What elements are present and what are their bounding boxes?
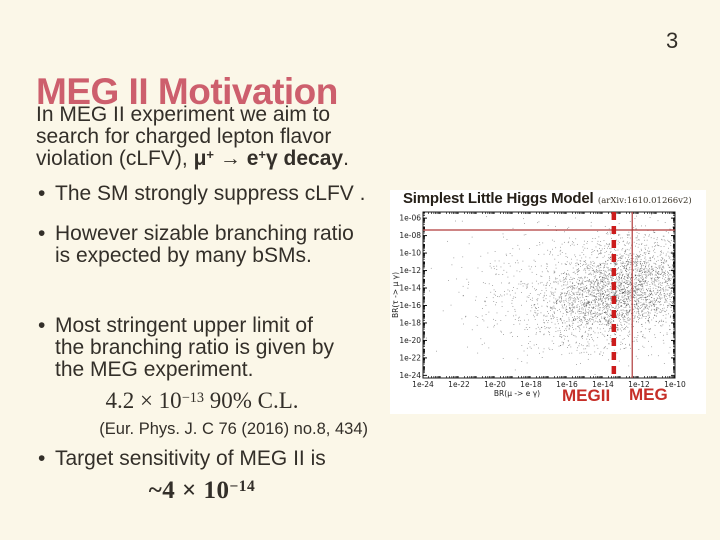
text-line: the MEG experiment. bbox=[55, 358, 254, 381]
bullet-glyph: • bbox=[38, 222, 46, 245]
bullet-item: • However sizable branching ratio is expec… bbox=[36, 223, 368, 267]
text-line: • Target sensitivity of MEG II is bbox=[38, 447, 326, 470]
slide-title: MEG II Motivation bbox=[36, 70, 338, 112]
higgs-model-figure: Simplest Little Higgs Model (arXiv:1610.… bbox=[390, 190, 706, 414]
text-line: • The SM strongly suppress cLFV . bbox=[38, 182, 366, 205]
figure-arxiv-reference: (arXiv:1610.01266v2) bbox=[597, 196, 692, 206]
figure-title-main: Simplest Little Higgs Model bbox=[403, 190, 594, 207]
paragraph: (Eur. Phys. J. C 76 (2016) no.8, 434) bbox=[36, 420, 368, 439]
paragraph: 4.2 × 10−13 90% C.L. bbox=[36, 387, 368, 413]
text-line: search for charged lepton flavor bbox=[36, 125, 332, 148]
text-line: is expected by many bSMs. bbox=[55, 244, 312, 267]
megii-limit-label: MEGII bbox=[562, 386, 611, 405]
paragraph: ~4 × 10−14 bbox=[36, 476, 368, 504]
page-number: 3 bbox=[666, 28, 679, 53]
meg-limit-label: MEG bbox=[629, 385, 668, 404]
text-line: In MEG II experiment we aim to bbox=[36, 103, 331, 126]
text-line: • Most stringent upper limit of bbox=[38, 314, 313, 337]
bullet-glyph: • bbox=[38, 182, 46, 205]
bullet-glyph: • bbox=[38, 447, 46, 470]
bullet-glyph: • bbox=[38, 314, 46, 337]
text-line: • However sizable branching ratio bbox=[38, 222, 354, 245]
bullet-item: • Most stringent upper limit of the branch… bbox=[36, 315, 368, 381]
text-line: 4.2 × 10−13 90% C.L. bbox=[105, 388, 299, 413]
scatter-plot-canvas bbox=[390, 210, 706, 410]
body-text: In MEG II experiment we aim to search for… bbox=[36, 104, 368, 505]
text-line: ~4 × 10−14 bbox=[148, 477, 256, 504]
bullet-item: • The SM strongly suppress cLFV . bbox=[36, 183, 368, 205]
paragraph: In MEG II experiment we aim to search for… bbox=[36, 104, 368, 170]
bullet-item: • Target sensitivity of MEG II is bbox=[36, 448, 368, 470]
figure-title: Simplest Little Higgs Model (arXiv:1610.… bbox=[403, 190, 692, 208]
text-line: the branching ratio is given by bbox=[55, 336, 334, 359]
text-line: (Eur. Phys. J. C 76 (2016) no.8, 434) bbox=[99, 420, 368, 438]
text-line: violation (cLFV), μ+ → e+γ decay. bbox=[36, 147, 349, 170]
